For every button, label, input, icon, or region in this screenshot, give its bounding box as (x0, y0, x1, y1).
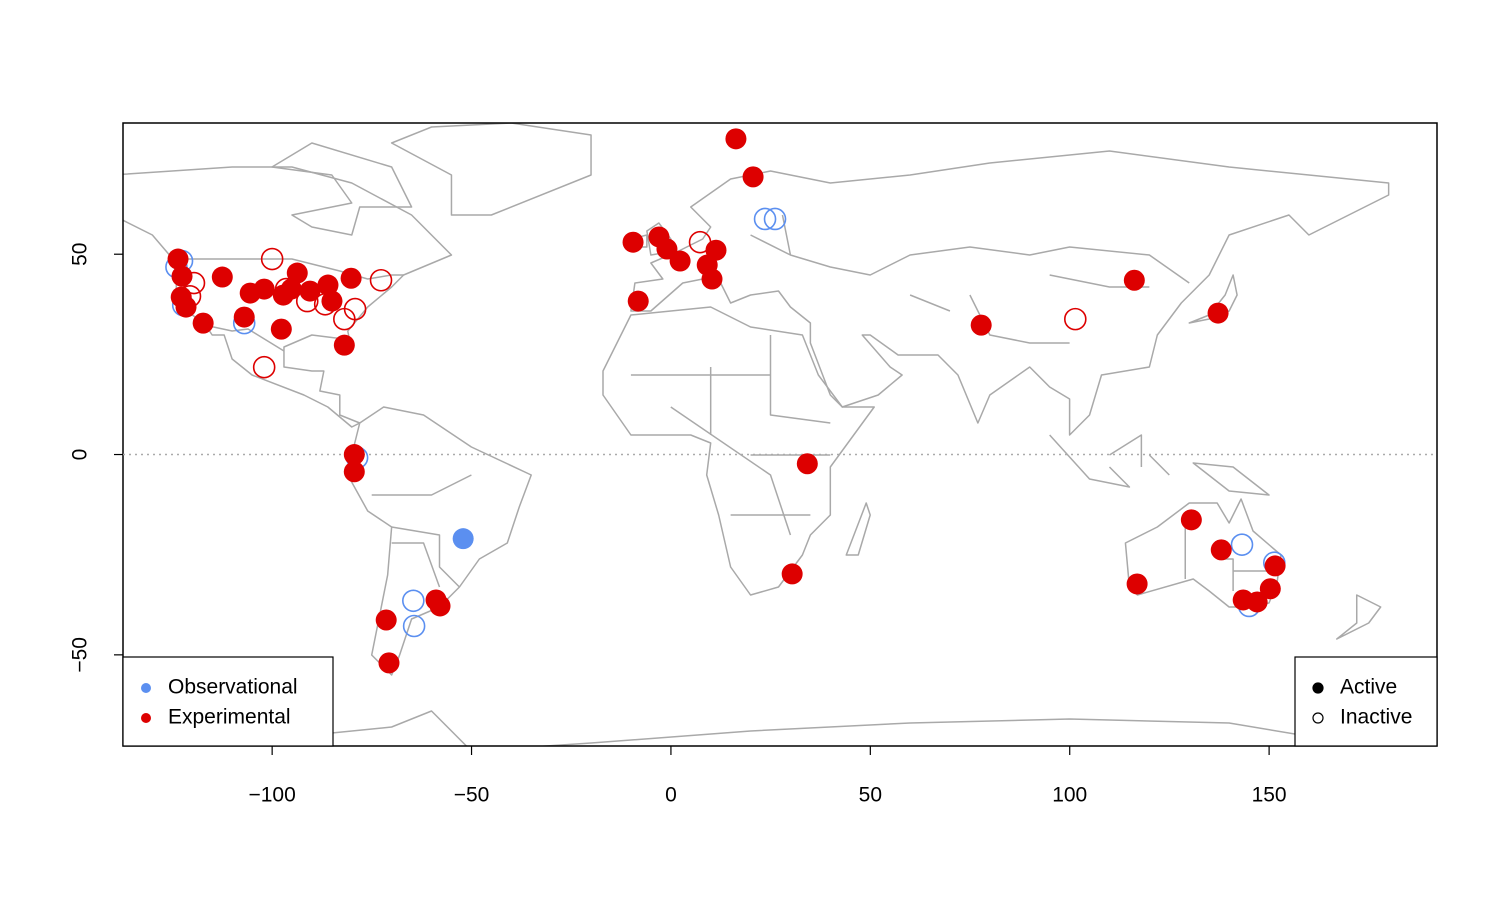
active-site (742, 166, 764, 188)
active-site (270, 318, 292, 340)
plot-frame (122, 122, 1438, 747)
active-site (669, 250, 691, 272)
coastlines (0, 123, 1389, 755)
basemap (0, 123, 1389, 755)
active-site (175, 296, 197, 318)
active-site (286, 262, 308, 284)
active-site (1210, 539, 1232, 561)
legend-swatch (141, 683, 151, 693)
active-site (211, 266, 233, 288)
y-tick-label: −50 (69, 637, 92, 673)
legend-label: Observational (168, 676, 298, 699)
active-site (1259, 578, 1281, 600)
inactive-site (333, 307, 356, 331)
inactive-site (178, 284, 202, 308)
active-site (343, 461, 365, 483)
active-site (1180, 509, 1202, 531)
active-site (280, 278, 302, 300)
inactive-site (1064, 307, 1087, 331)
status-legend-symbol (1312, 712, 1324, 724)
active-site (781, 563, 803, 585)
active-site (321, 290, 343, 312)
x-tick-label: −100 (248, 784, 295, 807)
active-site (701, 268, 723, 290)
inactive-site (274, 277, 298, 301)
active-site (378, 652, 400, 674)
x-tick-label: 100 (1052, 784, 1087, 807)
inactive-site (402, 589, 425, 613)
active-site (233, 306, 255, 328)
active-site (343, 444, 365, 466)
inactive-site (369, 268, 393, 292)
inactive-site (295, 289, 319, 313)
legend-swatch (141, 713, 151, 723)
active-site (171, 265, 193, 287)
inactive-site (1230, 533, 1254, 556)
active-site (253, 278, 275, 300)
x-tick-label: −50 (454, 784, 490, 807)
inactive-site (402, 614, 426, 638)
status-legend-box (1294, 656, 1438, 747)
status-legend-label: Inactive (1340, 706, 1412, 729)
inactive-site (763, 207, 787, 231)
active-site (1246, 591, 1268, 613)
legend-box (122, 656, 334, 747)
active-site (1264, 555, 1286, 577)
inactive-site (688, 230, 712, 254)
y-tick-label: 50 (69, 243, 92, 266)
active-site (317, 274, 339, 296)
active-site (1123, 269, 1145, 291)
active-site (192, 312, 214, 334)
status-legend-symbol (1312, 682, 1324, 694)
active-site (340, 267, 362, 289)
active-site (333, 334, 355, 356)
active-site (452, 528, 474, 550)
status-legend-label: Active (1340, 676, 1397, 699)
active-site (622, 231, 644, 253)
active-site (796, 453, 818, 475)
inactive-site (252, 355, 276, 379)
points (165, 128, 1286, 674)
x-tick-label: 150 (1252, 784, 1287, 807)
x-tick-label: 0 (665, 784, 677, 807)
active-site (627, 290, 649, 312)
inactive-site (313, 292, 337, 316)
active-site (1126, 573, 1148, 595)
inactive-site (260, 247, 284, 271)
x-tick-label: 50 (859, 784, 882, 807)
inactive-site (753, 207, 777, 231)
active-site (725, 128, 747, 150)
active-site (429, 595, 451, 617)
inactive-site (182, 271, 206, 295)
active-site (375, 609, 397, 631)
legend-label: Experimental (168, 706, 291, 729)
y-tick-label: 0 (69, 449, 92, 461)
active-site (705, 239, 727, 261)
active-site (167, 248, 189, 270)
active-site (1207, 302, 1229, 324)
active-site (970, 314, 992, 336)
